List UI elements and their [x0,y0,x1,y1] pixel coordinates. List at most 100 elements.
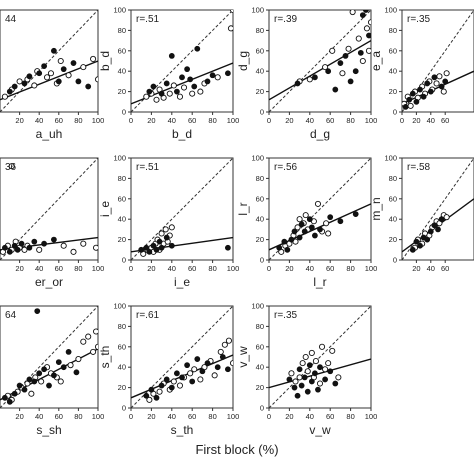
figure-x-axis-label: First block (%) [195,442,279,457]
x-axis-label: i_e [174,275,190,289]
y-tick-label: 80 [389,174,397,183]
data-point-open [329,347,336,354]
data-point-filled [150,83,157,90]
data-point-filled [315,386,321,393]
data-point-open [80,338,87,345]
data-point-open [90,55,97,63]
data-point-open [322,64,329,71]
x-tick-label: 60 [55,116,63,125]
y-tick-label: 0 [393,256,397,265]
data-point-filled [224,70,231,77]
panel-frame [130,305,234,409]
correlation-label: 64 [5,310,17,321]
x-axis-label: l_r [313,275,326,289]
data-point-filled [168,53,175,59]
y-tick-label: 40 [389,67,397,76]
x-tick-label: 40 [35,264,43,273]
x-tick-label: 100 [365,116,378,125]
data-point-filled [301,228,308,235]
data-point-filled [327,214,334,221]
data-point-open [288,370,295,377]
panel-b-d: r=.51 0 20 40 60 80 100 0 20 40 60 80 100 b_d b_d [98,6,239,142]
data-point-filled [18,240,25,247]
x-axis-label: v_w [309,423,331,437]
data-point-open [335,374,342,381]
data-point-filled [168,242,175,249]
y-tick-label: 0 [260,404,264,413]
x-tick-label: 80 [346,412,354,421]
x-tick-label: 40 [35,116,43,125]
data-point-filled [51,47,57,54]
data-point-open [225,337,232,344]
data-point-open [329,47,336,54]
data-point-filled [294,392,301,399]
x-tick-label: 40 [168,412,176,421]
data-point-filled [304,388,311,395]
y-tick-label: 80 [256,322,264,331]
data-point-filled [409,246,416,253]
data-point-open [217,348,224,355]
y-tick-label: 0 [260,256,264,265]
data-point-filled [427,228,434,235]
data-point-open [367,19,371,26]
data-point-filled [291,228,298,235]
x-tick-label: 60 [326,412,334,421]
data-point-open [94,76,98,83]
x-tick-label: 80 [74,412,82,421]
data-point-filled [14,246,21,253]
data-point-open [85,333,92,340]
data-point-open [433,80,440,87]
data-point-filled [306,216,313,223]
x-tick-label: 0 [267,116,271,125]
correlation-label: r=.51 [136,162,160,173]
data-point-filled [332,86,339,93]
data-point-open [70,248,77,255]
data-point-filled [179,374,185,381]
y-tick-label: 40 [118,67,126,76]
data-point-filled [424,80,431,87]
data-point-filled [187,76,194,83]
panel-a-uh: 44 20 40 60 80 100 a_uh [0,9,104,141]
panel-frame [401,9,474,113]
data-point-filled [435,226,441,233]
data-point-filled [138,246,145,253]
identity-line [269,306,371,408]
x-tick-label: 60 [55,412,63,421]
data-point-open [302,212,309,219]
data-point-filled [311,370,318,377]
y-tick-label: 60 [118,342,126,351]
y-tick-label: 0 [260,108,264,117]
correlation-label: r=.56 [274,162,298,173]
data-point-filled [21,386,28,393]
data-point-filled [6,248,13,255]
data-point-open [31,82,38,89]
x-tick-label: 100 [227,412,240,421]
x-tick-label: 100 [227,116,240,125]
data-point-open [21,246,28,253]
data-point-open [355,35,362,42]
x-tick-label: 60 [326,116,334,125]
x-tick-label: 80 [208,412,216,421]
data-point-open [322,366,329,373]
panel-frame [0,305,99,409]
data-point-filled [298,221,305,228]
y-tick-label: 0 [393,108,397,117]
data-point-open [191,366,198,373]
data-point-filled [11,242,18,249]
data-point-filled [276,244,283,251]
data-point-open [166,90,173,97]
data-point-open [57,57,64,65]
data-point-open [443,70,450,77]
panel-d-g: r=.39 0 20 40 60 80 100 0 20 40 60 80 100 d_g d_g [236,6,377,142]
y-tick-label: 80 [256,26,264,35]
data-point-filled [438,216,445,223]
x-tick-label: 20 [15,116,23,125]
y-axis-label: e_a [369,51,383,71]
identity-line [0,10,98,112]
data-point-open [299,360,306,367]
data-point-filled [431,222,438,229]
data-point-open [294,224,301,231]
data-point-open [75,355,82,363]
data-point-open [349,10,356,16]
x-tick-label: 20 [147,116,155,125]
